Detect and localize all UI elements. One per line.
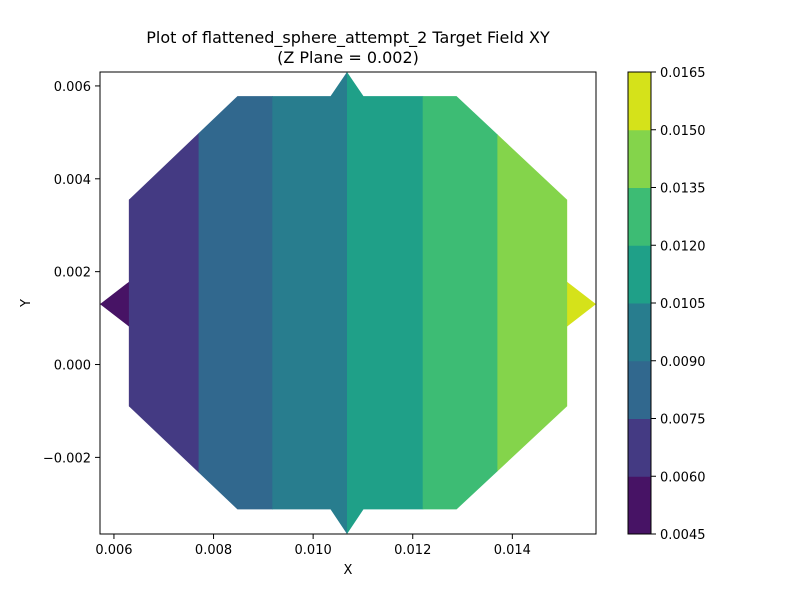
colorbar-tick-label: 0.0060 — [660, 470, 706, 485]
colorbar-tick-label: 0.0090 — [660, 355, 706, 370]
contour-band-5 — [422, 72, 498, 534]
x-tick-label: 0.012 — [394, 543, 431, 558]
colorbar-axis: 0.0045 0.0060 0.0075 0.0090 0.0105 0.0120 0.01… — [651, 66, 706, 543]
colorbar-swatch-7 — [628, 72, 651, 131]
colorbar-tick-label: 0.0135 — [660, 182, 706, 197]
x-axis: 0.006 0.008 0.010 0.012 0.014 — [95, 534, 531, 558]
contour-band-2 — [198, 72, 273, 534]
y-axis-label: Y — [19, 299, 34, 308]
colorbar-tick-label: 0.0075 — [660, 413, 706, 428]
contour-band-7 — [567, 72, 596, 534]
y-axis: −0.002 0.000 0.002 0.004 0.006 — [43, 80, 100, 466]
colorbar-swatch-0 — [628, 476, 651, 535]
contour-band-1 — [128, 72, 200, 534]
colorbar-swatch-1 — [628, 418, 651, 477]
x-tick-label: 0.010 — [295, 543, 332, 558]
colorbar-swatch-2 — [628, 360, 651, 419]
x-tick-label: 0.006 — [95, 543, 132, 558]
chart-title: Plot of flattened_sphere_attempt_2 Targe… — [146, 28, 550, 48]
contour-bands — [100, 72, 596, 534]
colorbar-tick-label: 0.0165 — [660, 66, 706, 81]
y-tick-label: 0.006 — [54, 80, 91, 95]
colorbar-swatch-4 — [628, 245, 651, 304]
colorbar-tick-label: 0.0045 — [660, 528, 706, 543]
colorbar — [628, 72, 651, 535]
colorbar-tick-label: 0.0105 — [660, 297, 706, 312]
contour-band-3 — [272, 72, 348, 534]
contour-band-6 — [497, 72, 568, 534]
y-tick-label: −0.002 — [43, 451, 91, 466]
plot-frame — [99, 71, 597, 535]
x-tick-label: 0.008 — [195, 543, 232, 558]
contour-band-4 — [347, 72, 424, 534]
y-tick-label: 0.000 — [54, 359, 91, 374]
colorbar-swatch-3 — [628, 303, 651, 362]
x-axis-label: X — [344, 563, 353, 578]
x-tick-label: 0.014 — [494, 543, 531, 558]
colorbar-tick-label: 0.0120 — [660, 239, 706, 254]
y-tick-label: 0.004 — [54, 173, 91, 188]
colorbar-swatch-5 — [628, 187, 651, 246]
y-tick-label: 0.002 — [54, 266, 91, 281]
chart-subtitle: (Z Plane = 0.002) — [277, 48, 419, 67]
colorbar-swatch-6 — [628, 129, 651, 188]
colorbar-tick-label: 0.0150 — [660, 124, 706, 139]
